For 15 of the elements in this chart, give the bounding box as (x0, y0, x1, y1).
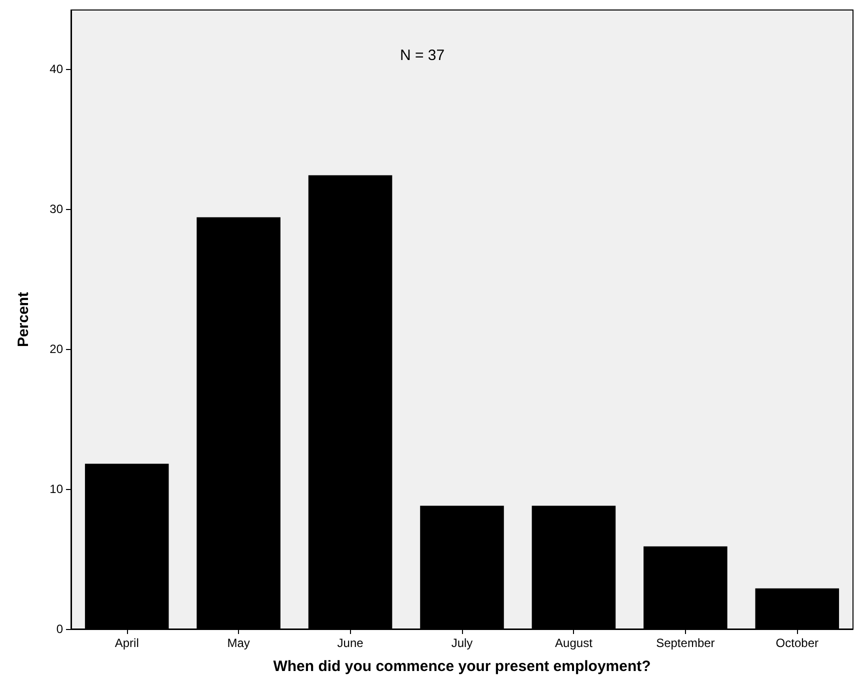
x-tick-label: August (555, 636, 594, 650)
x-tick-label: June (337, 636, 364, 650)
x-tick-label: September (656, 636, 715, 650)
x-tick-label: May (227, 636, 250, 650)
x-tick-label: April (114, 636, 139, 650)
y-tick-label: 20 (50, 342, 64, 356)
y-tick-label: 40 (50, 62, 64, 76)
x-tick-label: October (776, 636, 818, 650)
y-tick-label: 10 (50, 482, 64, 496)
y-axis-title: Percent (15, 292, 32, 348)
annotation: N = 37 (400, 47, 445, 64)
y-tick-label: 0 (56, 622, 64, 636)
y-tick-label: 30 (50, 202, 64, 216)
x-tick-label: July (451, 636, 473, 650)
x-axis-title: When did you commence your present employment? (273, 658, 651, 675)
